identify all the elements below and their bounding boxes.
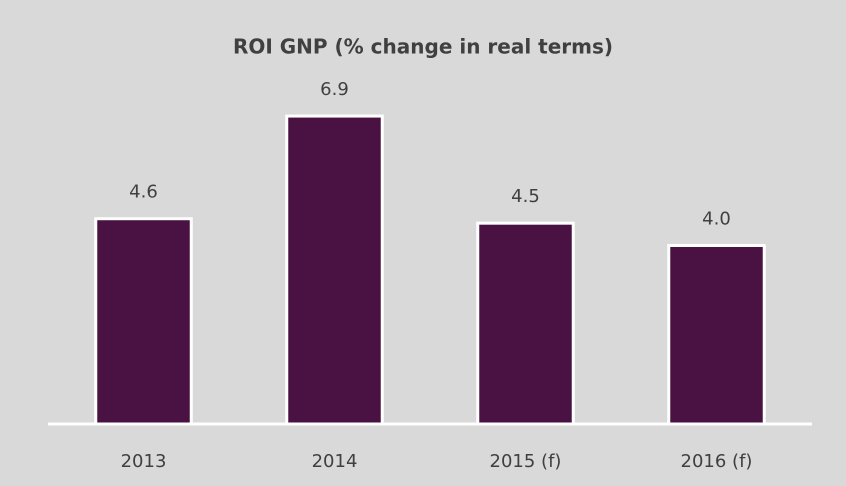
value-label: 4.6 [129, 182, 158, 203]
bar [667, 244, 766, 426]
chart-title: ROI GNP (% change in real terms) [233, 35, 613, 59]
x-tick-label: 2014 [312, 451, 358, 472]
bar [94, 217, 193, 426]
x-tick-label: 2013 [121, 451, 167, 472]
value-label: 6.9 [320, 79, 349, 100]
x-tick-label: 2016 (f) [681, 451, 753, 472]
x-tick-label: 2015 (f) [490, 451, 562, 472]
value-label: 4.0 [702, 209, 731, 230]
bar [285, 114, 384, 426]
bar [476, 221, 575, 426]
value-label: 4.5 [511, 186, 540, 207]
